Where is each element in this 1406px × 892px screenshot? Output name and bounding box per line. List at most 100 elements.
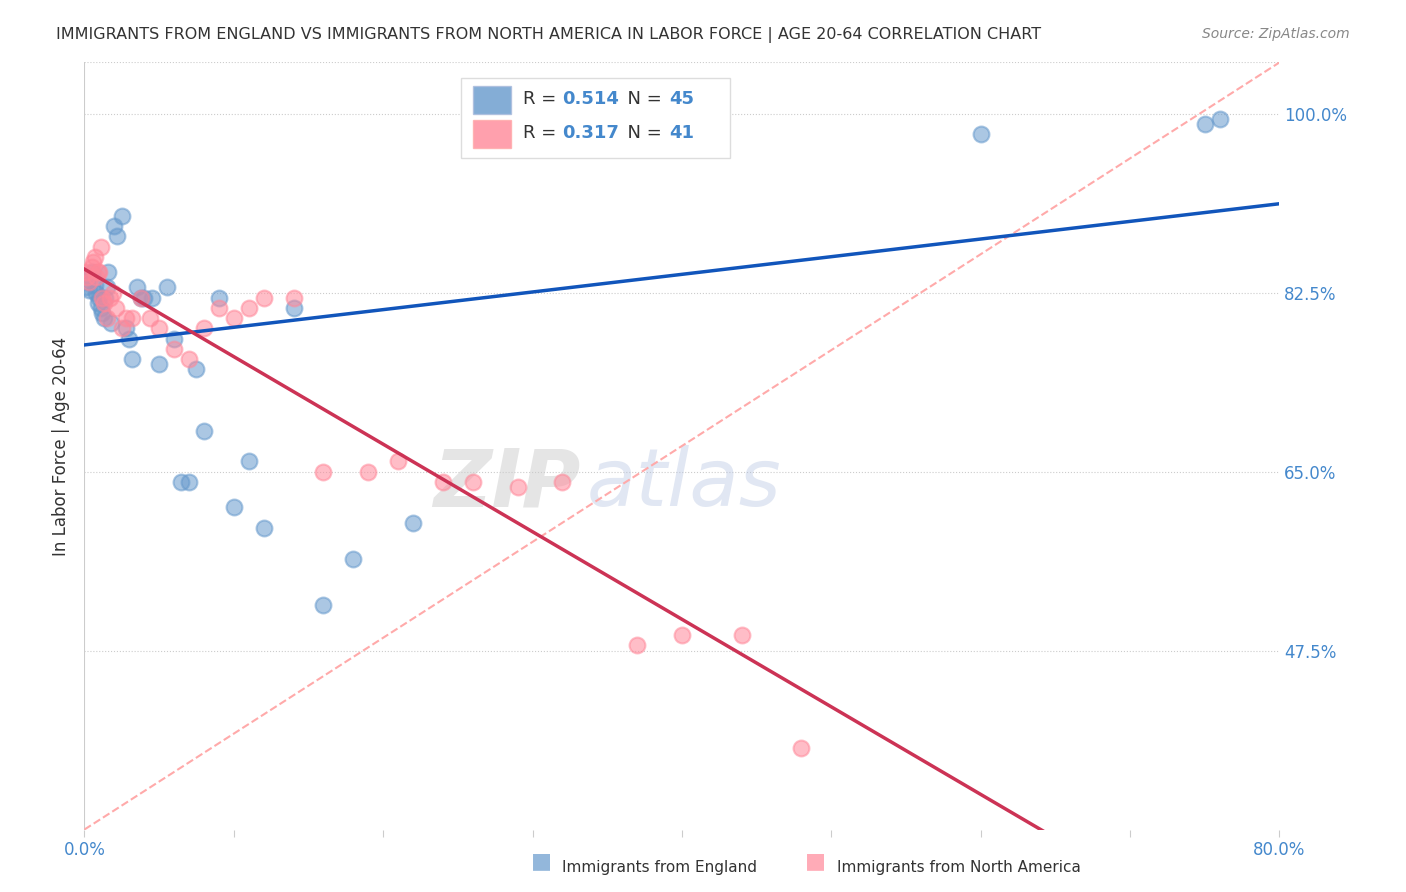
FancyBboxPatch shape — [472, 120, 510, 147]
Point — [626, 639, 648, 653]
Point — [111, 209, 134, 223]
Text: Immigrants from North America: Immigrants from North America — [837, 860, 1080, 874]
Point — [75, 280, 97, 294]
Point — [89, 265, 111, 279]
Point — [402, 516, 425, 530]
Point — [93, 295, 115, 310]
Text: 0.317: 0.317 — [562, 124, 619, 142]
Point — [76, 276, 98, 290]
Point — [100, 316, 122, 330]
Point — [148, 357, 170, 371]
Point — [132, 291, 156, 305]
Point — [121, 352, 143, 367]
Point — [312, 465, 335, 479]
Point — [222, 500, 245, 515]
Point — [83, 250, 105, 264]
Point — [82, 272, 104, 286]
FancyBboxPatch shape — [472, 87, 510, 114]
Point — [101, 285, 124, 300]
Point — [80, 260, 103, 274]
Text: Source: ZipAtlas.com: Source: ZipAtlas.com — [1202, 27, 1350, 41]
Text: 45: 45 — [669, 90, 693, 108]
Point — [461, 475, 484, 489]
Point — [208, 291, 231, 305]
Point — [283, 301, 305, 315]
Text: 0.514: 0.514 — [562, 90, 619, 108]
Point — [342, 551, 364, 566]
Point — [193, 321, 215, 335]
Text: IMMIGRANTS FROM ENGLAND VS IMMIGRANTS FROM NORTH AMERICA IN LABOR FORCE | AGE 20: IMMIGRANTS FROM ENGLAND VS IMMIGRANTS FR… — [56, 27, 1042, 43]
Point — [87, 265, 110, 279]
Point — [222, 311, 245, 326]
Text: ■: ■ — [531, 851, 551, 871]
Point — [551, 475, 574, 489]
Point — [104, 301, 127, 315]
Point — [77, 276, 100, 290]
Point — [129, 291, 152, 305]
Point — [103, 219, 125, 233]
Y-axis label: In Labor Force | Age 20-64: In Labor Force | Age 20-64 — [52, 336, 70, 556]
Text: ZIP: ZIP — [433, 445, 581, 524]
Point — [94, 291, 117, 305]
Point — [77, 283, 100, 297]
Point — [253, 521, 276, 535]
Point — [186, 362, 208, 376]
Point — [87, 295, 110, 310]
Text: R =: R = — [523, 90, 562, 108]
Point — [82, 255, 104, 269]
Point — [1209, 112, 1232, 126]
Point — [80, 265, 103, 279]
Point — [111, 321, 134, 335]
Point — [76, 270, 98, 285]
Point — [163, 342, 186, 356]
Point — [671, 628, 693, 642]
Point — [155, 280, 177, 294]
Point — [115, 311, 138, 326]
Point — [96, 311, 118, 326]
Point — [790, 740, 813, 755]
Point — [129, 291, 152, 305]
Point — [970, 127, 993, 141]
Point — [98, 291, 121, 305]
Point — [91, 291, 114, 305]
Point — [118, 332, 141, 346]
Point — [121, 311, 143, 326]
Point — [90, 239, 112, 253]
Point — [79, 270, 101, 285]
Text: atlas: atlas — [586, 445, 782, 524]
Text: 41: 41 — [669, 124, 693, 142]
Point — [283, 291, 305, 305]
Point — [141, 291, 163, 305]
Point — [105, 229, 128, 244]
Point — [139, 311, 162, 326]
Text: Immigrants from England: Immigrants from England — [562, 860, 758, 874]
Point — [170, 475, 193, 489]
Point — [731, 628, 754, 642]
Point — [91, 306, 114, 320]
Point — [208, 301, 231, 315]
Point — [506, 480, 529, 494]
Point — [177, 352, 200, 367]
Point — [86, 270, 108, 285]
Point — [115, 321, 138, 335]
Point — [96, 280, 118, 294]
Point — [357, 465, 380, 479]
Point — [97, 265, 120, 279]
Point — [238, 301, 260, 315]
Point — [432, 475, 454, 489]
Point — [83, 278, 105, 293]
Point — [177, 475, 200, 489]
FancyBboxPatch shape — [461, 78, 730, 158]
Point — [148, 321, 170, 335]
Point — [75, 265, 97, 279]
Text: ■: ■ — [806, 851, 825, 871]
Point — [253, 291, 276, 305]
Point — [163, 332, 186, 346]
Point — [125, 280, 148, 294]
Text: R =: R = — [523, 124, 562, 142]
Point — [86, 285, 108, 300]
Point — [387, 454, 409, 468]
Point — [312, 598, 335, 612]
Point — [93, 311, 115, 326]
Text: N =: N = — [616, 124, 668, 142]
